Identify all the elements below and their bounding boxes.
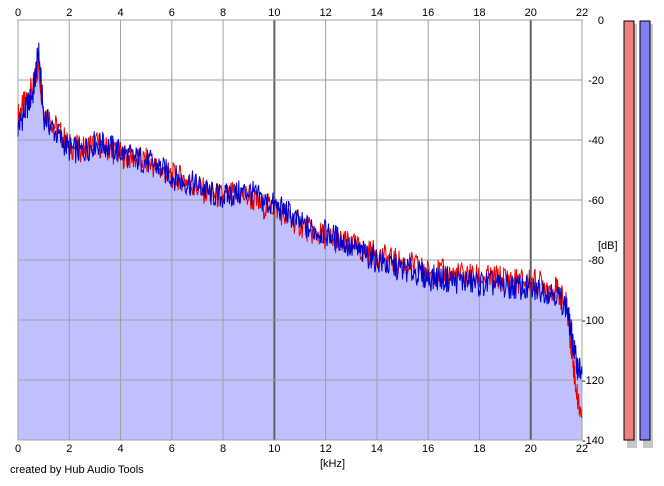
x-tick-label-bottom: 18 <box>473 443 485 455</box>
x-tick-label-bottom: 20 <box>525 443 537 455</box>
y-tick-label: -80 <box>588 255 604 267</box>
x-tick-label-bottom: 8 <box>220 443 226 455</box>
x-tick-label-top: 6 <box>169 7 175 19</box>
x-tick-label-top: 4 <box>117 7 123 19</box>
y-tick-label: 0 <box>598 15 604 27</box>
level-meter-R <box>639 20 651 441</box>
y-tick-label: -100 <box>582 315 604 327</box>
x-tick-label-bottom: 4 <box>117 443 123 455</box>
grid <box>17 19 583 441</box>
x-tick-label-bottom: 0 <box>15 443 21 455</box>
x-tick-label-top: 10 <box>268 7 280 19</box>
x-axis-label: [kHz] <box>320 458 345 470</box>
y-tick-label: -140 <box>582 435 604 447</box>
x-tick-labels-bottom: 0 2 4 6 8 10 12 14 16 18 20 22 <box>15 443 588 455</box>
spectrum-area <box>18 50 582 440</box>
x-tick-label-top: 18 <box>473 7 485 19</box>
y-tick-labels: 0 -20 -40 -60 -80 -100 -120 -140 <box>582 15 604 447</box>
x-tick-label-top: 14 <box>371 7 383 19</box>
x-tick-label-bottom: 10 <box>268 443 280 455</box>
y-axis-label: [dB] <box>598 240 618 252</box>
x-tick-label-top: 8 <box>220 7 226 19</box>
spectrum-fill <box>18 50 582 440</box>
series-line-blue <box>17 42 583 380</box>
y-tick-label: -60 <box>588 195 604 207</box>
x-tick-label-top: 22 <box>576 7 588 19</box>
x-tick-labels-top: 0 2 4 6 8 10 12 14 16 18 20 22 <box>15 7 588 19</box>
x-tick-label-top: 0 <box>15 7 21 19</box>
credit-text: created by Hub Audio Tools <box>10 464 144 476</box>
x-tick-label-bottom: 16 <box>422 443 434 455</box>
level-meter-L <box>623 20 635 441</box>
x-tick-label-bottom: 6 <box>169 443 175 455</box>
x-tick-label-bottom: 14 <box>371 443 383 455</box>
x-tick-label-top: 16 <box>422 7 434 19</box>
x-tick-label-top: 20 <box>525 7 537 19</box>
y-tick-label: -20 <box>588 75 604 87</box>
x-tick-label-top: 2 <box>66 7 72 19</box>
level-meters <box>623 20 653 448</box>
x-tick-label-top: 12 <box>320 7 332 19</box>
x-tick-label-bottom: 2 <box>66 443 72 455</box>
x-tick-label-bottom: 22 <box>576 443 588 455</box>
series-lines <box>17 42 583 418</box>
y-tick-label: -40 <box>588 135 604 147</box>
x-tick-label-bottom: 12 <box>320 443 332 455</box>
y-tick-label: -120 <box>582 375 604 387</box>
